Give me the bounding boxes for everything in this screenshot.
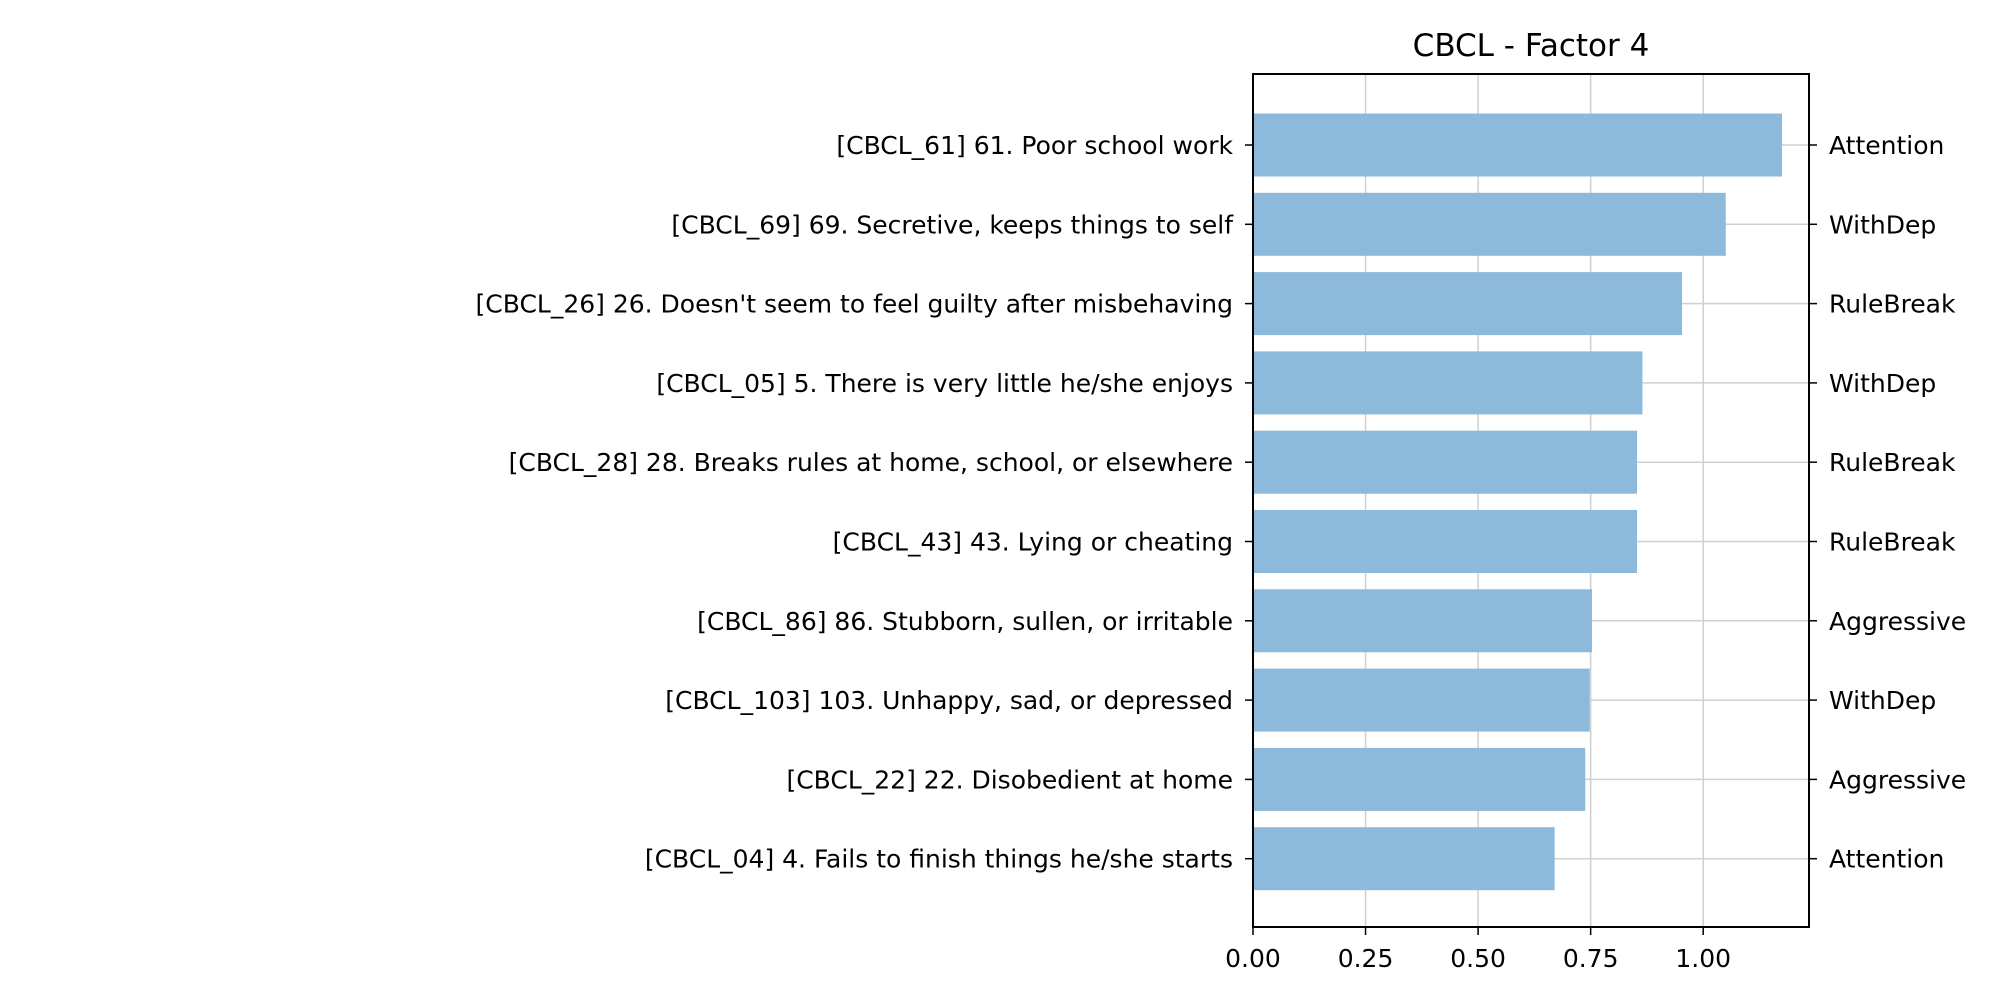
- subscale-label: Aggressive: [1829, 607, 1966, 636]
- subscale-label: Aggressive: [1829, 765, 1966, 794]
- category-label: [CBCL_22] 22. Disobedient at home: [786, 765, 1233, 794]
- subscale-label: RuleBreak: [1829, 290, 1956, 319]
- bar: [1253, 272, 1683, 336]
- bar-layer: [1253, 113, 1782, 891]
- bar: [1253, 668, 1590, 732]
- category-label: [CBCL_04] 4. Fails to finish things he/s…: [645, 845, 1233, 874]
- plot-frame: [1252, 73, 1810, 928]
- subscale-label: RuleBreak: [1829, 528, 1956, 557]
- subscale-label: WithDep: [1829, 686, 1936, 715]
- subscale-label: WithDep: [1829, 369, 1936, 398]
- bar: [1253, 113, 1782, 177]
- category-label: [CBCL_28] 28. Breaks rules at home, scho…: [509, 448, 1233, 477]
- chart-title: CBCL - Factor 4: [1413, 28, 1650, 64]
- subscale-label: Attention: [1829, 131, 1944, 160]
- bar: [1253, 589, 1593, 653]
- bar: [1253, 747, 1586, 811]
- subscale-label: RuleBreak: [1829, 448, 1956, 477]
- category-label: [CBCL_05] 5. There is very little he/she…: [656, 369, 1233, 398]
- category-label: [CBCL_43] 43. Lying or cheating: [833, 528, 1233, 557]
- bar: [1253, 510, 1638, 573]
- category-label: [CBCL_26] 26. Doesn't seem to feel guilt…: [476, 290, 1233, 319]
- category-label: [CBCL_61] 61. Poor school work: [836, 131, 1233, 160]
- x-tick-label: 1.00: [1675, 944, 1731, 973]
- subscale-label: WithDep: [1829, 210, 1936, 239]
- subscale-label: Attention: [1829, 845, 1944, 874]
- x-tick-label: 0.00: [1225, 944, 1281, 973]
- x-tick-label: 0.25: [1338, 944, 1394, 973]
- category-label: [CBCL_86] 86. Stubborn, sullen, or irrit…: [697, 607, 1233, 636]
- x-tick-label: 0.75: [1563, 944, 1619, 973]
- bar: [1253, 827, 1555, 891]
- bar: [1253, 192, 1726, 256]
- category-label: [CBCL_69] 69. Secretive, keeps things to…: [671, 210, 1234, 239]
- bar: [1253, 351, 1643, 415]
- tick-layer: 0.00 0.25 0.50 0.75 1.00 [CBCL_61] 61. Poor s…: [476, 131, 1967, 973]
- category-label: [CBCL_103] 103. Unhappy, sad, or depress…: [665, 686, 1233, 715]
- bar: [1253, 430, 1638, 494]
- x-tick-label: 0.50: [1450, 944, 1506, 973]
